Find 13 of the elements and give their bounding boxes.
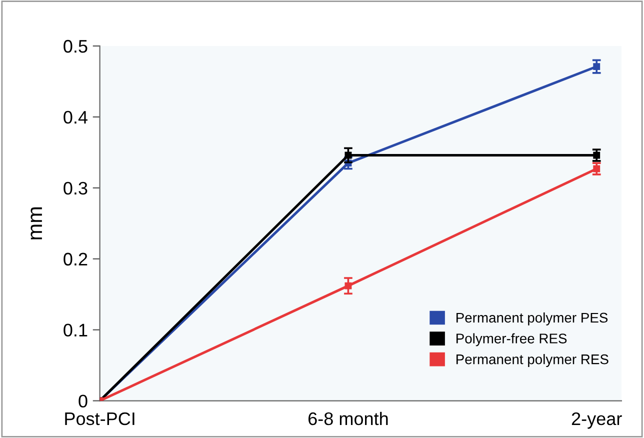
legend-label: Permanent polymer RES [456,354,608,367]
x-tick-label: Post-PCI [65,412,134,426]
y-tick-label: 0.2 [64,252,88,266]
y-tick-label: 0.1 [64,324,88,337]
y-tick-label: 0.5 [64,40,88,53]
y-tick-label: 0.4 [64,110,88,124]
y-axis-title: mm [30,207,42,240]
legend-label: Polymer-free RES [456,333,567,346]
y-tick-label: 0 [78,394,88,408]
legend-label: Permanent polymer PES [456,312,608,326]
x-tick-label: 2-year [572,412,622,429]
y-tick-label: 0.3 [64,182,88,195]
x-tick-label: 6-8 month [308,412,388,426]
